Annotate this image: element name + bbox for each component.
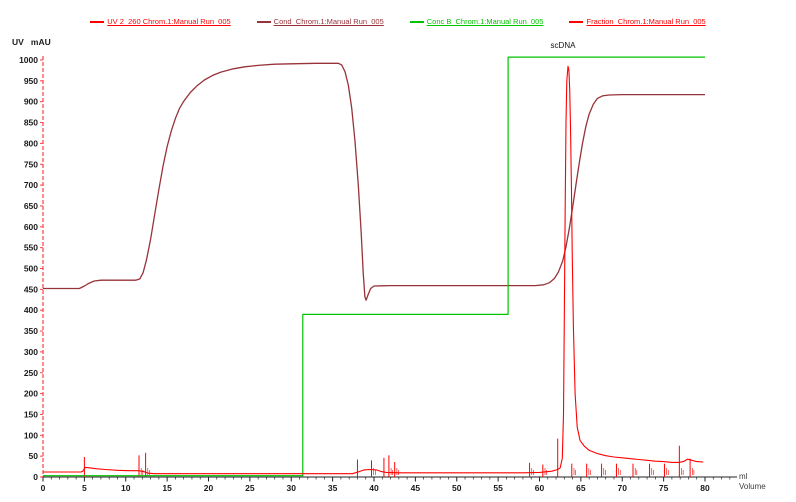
x-tick-label: 75 bbox=[659, 483, 669, 493]
y-tick-label: 300 bbox=[24, 347, 38, 357]
legend-label[interactable]: Fraction_Chrom.1:Manual Run 005 bbox=[586, 17, 706, 26]
x-tick-label: 60 bbox=[535, 483, 545, 493]
legend-entry-uv[interactable]: UV 2_260 Chrom.1:Manual Run 005 bbox=[90, 17, 231, 26]
x-tick-label: 35 bbox=[328, 483, 338, 493]
y-tick-label: 700 bbox=[24, 180, 38, 190]
y-tick-label: 200 bbox=[24, 389, 38, 399]
y-tick-label: 800 bbox=[24, 138, 38, 148]
y-tick-label: 500 bbox=[24, 264, 38, 274]
cond-curve bbox=[43, 62, 705, 301]
legend-entry-cond[interactable]: Cond_Chrom.1:Manual Run 005 bbox=[256, 17, 384, 26]
y-tick-label: 150 bbox=[24, 409, 38, 419]
x-tick-label: 65 bbox=[576, 483, 586, 493]
x-tick-label: 20 bbox=[204, 483, 214, 493]
y-tick-label: 550 bbox=[24, 243, 38, 253]
y-tick-label: 400 bbox=[24, 305, 38, 315]
legend-line-swatch bbox=[90, 20, 105, 23]
peak-annotation-scdna: scDNA bbox=[550, 41, 576, 50]
y-tick-label: 900 bbox=[24, 97, 38, 107]
y-tick-label: 250 bbox=[24, 368, 38, 378]
y-tick-label: 100 bbox=[24, 430, 38, 440]
y-axis-title: UV mAU bbox=[12, 37, 51, 47]
legend-line-swatch bbox=[569, 20, 584, 23]
x-tick-label: 10 bbox=[121, 483, 131, 493]
legend-line-swatch bbox=[256, 20, 271, 23]
y-tick-label: 1000 bbox=[19, 55, 38, 65]
y-tick-label: 0 bbox=[33, 472, 38, 482]
y-tick-label: 50 bbox=[29, 451, 39, 461]
legend-entry-concb[interactable]: Conc B_Chrom.1:Manual Run 005 bbox=[409, 17, 544, 26]
y-tick-label: 350 bbox=[24, 326, 38, 336]
y-tick-label: 950 bbox=[24, 76, 38, 86]
x-tick-label: 0 bbox=[41, 483, 46, 493]
y-tick-label: 450 bbox=[24, 284, 38, 294]
x-tick-label: 5 bbox=[82, 483, 87, 493]
x-tick-label: 15 bbox=[162, 483, 172, 493]
legend-line-swatch bbox=[409, 20, 424, 23]
x-tick-label: 40 bbox=[369, 483, 379, 493]
y-tick-label: 750 bbox=[24, 159, 38, 169]
legend-label[interactable]: Cond_Chrom.1:Manual Run 005 bbox=[273, 17, 384, 26]
x-tick-label: 70 bbox=[618, 483, 628, 493]
conc-b-curve bbox=[43, 56, 705, 477]
y-tick-label: 850 bbox=[24, 118, 38, 128]
x-tick-label: 30 bbox=[287, 483, 297, 493]
y-tick-label: 650 bbox=[24, 201, 38, 211]
y-tick-label: 600 bbox=[24, 222, 38, 232]
x-tick-label: 50 bbox=[452, 483, 462, 493]
x-axis-unit: ml bbox=[739, 472, 748, 481]
legend: UV 2_260 Chrom.1:Manual Run 005 Cond_Chro… bbox=[0, 17, 796, 26]
uv-curve bbox=[43, 65, 704, 475]
x-tick-label: 25 bbox=[245, 483, 255, 493]
x-tick-label: 45 bbox=[411, 483, 421, 493]
legend-label[interactable]: Conc B_Chrom.1:Manual Run 005 bbox=[426, 17, 544, 26]
legend-label[interactable]: UV 2_260 Chrom.1:Manual Run 005 bbox=[107, 17, 231, 26]
x-tick-label: 80 bbox=[700, 483, 710, 493]
x-axis-title: Volume bbox=[739, 482, 766, 491]
x-tick-label: 55 bbox=[493, 483, 503, 493]
legend-entry-fraction[interactable]: Fraction_Chrom.1:Manual Run 005 bbox=[569, 17, 706, 26]
